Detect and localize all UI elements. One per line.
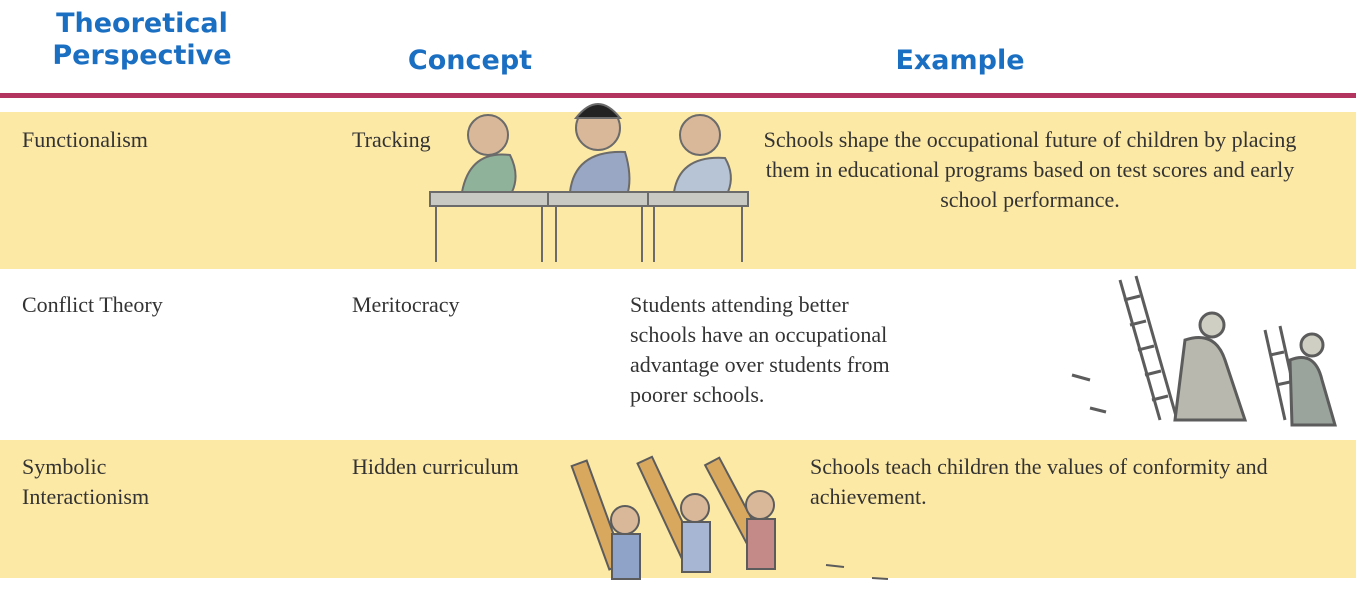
row-background [0,440,1356,578]
concept-cell: Meritocracy [352,292,460,317]
example-cell: Students attending better schools have a… [630,292,890,407]
header-rule [0,93,1356,98]
concept-cell: Hidden curriculum [352,454,519,479]
perspective-cell: Symbolic Interactionism [22,454,150,509]
ladders-illustration [1071,275,1337,427]
example-cell: Schools teach children the values of con… [810,454,1268,509]
column-header: Concept [407,45,533,76]
column-header: Example [895,45,1025,76]
pencils-illustration [570,455,889,580]
column-header: Theoretical Perspective [52,8,232,71]
perspective-cell: Conflict Theory [22,292,163,317]
desks-illustration [429,103,749,262]
example-cell: Schools shape the occupational future of… [763,127,1297,212]
perspective-cell: Functionalism [22,127,148,152]
concept-cell: Tracking [352,127,431,152]
